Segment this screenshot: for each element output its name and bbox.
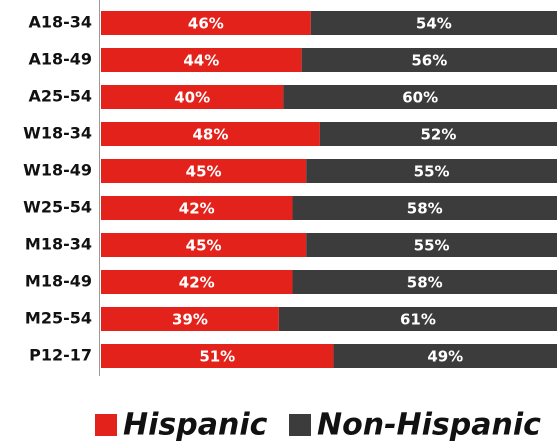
category-label: M18-49: [25, 272, 92, 291]
legend-label: Hispanic: [123, 408, 268, 443]
bar-segment: [101, 270, 293, 294]
bar-segment: [283, 85, 557, 109]
bar-segment: [278, 307, 557, 331]
value-label: 39%: [172, 311, 208, 329]
value-label: 44%: [183, 52, 219, 70]
category-label: W18-49: [23, 161, 92, 180]
value-label: 45%: [186, 163, 222, 181]
value-label: 51%: [199, 348, 235, 366]
value-label: 49%: [427, 348, 463, 366]
value-label: 55%: [414, 237, 450, 255]
category-label: M18-34: [25, 235, 92, 254]
value-label: 45%: [186, 237, 222, 255]
bar-segment: [333, 344, 557, 368]
value-label: 42%: [179, 274, 215, 292]
value-label: 58%: [407, 274, 443, 292]
bar-segment: [101, 11, 311, 35]
bar-segment: [101, 85, 284, 109]
value-label: 40%: [174, 89, 210, 107]
bar-segment: [101, 196, 293, 220]
bar-segment: [101, 344, 334, 368]
value-label: 60%: [402, 89, 438, 107]
category-label: A25-54: [28, 87, 92, 106]
bar-segment: [292, 196, 557, 220]
value-label: 61%: [400, 311, 436, 329]
category-label: P12-17: [29, 346, 92, 365]
value-label: 55%: [414, 163, 450, 181]
bar-segment: [101, 159, 307, 183]
category-label: A18-34: [28, 13, 92, 32]
value-label: 54%: [416, 15, 452, 33]
bar-segment: [101, 233, 307, 257]
value-label: 48%: [192, 126, 228, 144]
bar-segment: [310, 11, 557, 35]
bar-segment: [301, 48, 557, 72]
bar-segment: [306, 159, 557, 183]
value-label: 58%: [407, 200, 443, 218]
bar-segment: [101, 48, 302, 72]
bar-segment: [101, 122, 320, 146]
legend-swatch: [289, 414, 311, 436]
category-label: M25-54: [25, 309, 92, 328]
bar-segment: [101, 307, 279, 331]
category-label: W18-34: [23, 124, 92, 143]
legend-swatch: [95, 414, 117, 436]
value-label: 46%: [188, 15, 224, 33]
legend-label: Non-Hispanic: [317, 408, 541, 443]
value-label: 56%: [411, 52, 447, 70]
value-label: 52%: [420, 126, 456, 144]
bar-segment: [292, 270, 557, 294]
value-label: 42%: [179, 200, 215, 218]
bar-segment: [319, 122, 557, 146]
category-label: W25-54: [23, 198, 92, 217]
bar-segment: [306, 233, 557, 257]
category-label: A18-49: [28, 50, 92, 69]
